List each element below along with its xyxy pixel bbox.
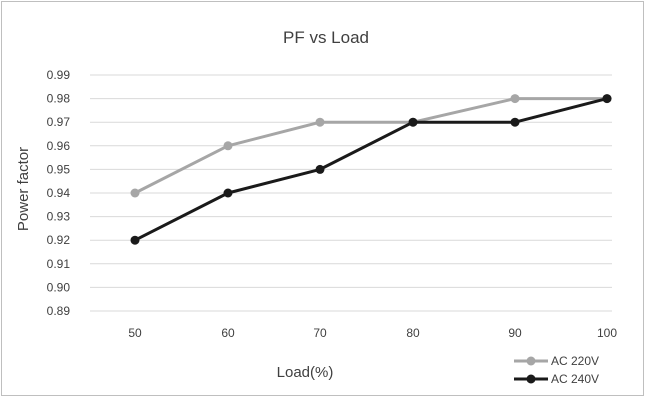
legend: AC 220V AC 240V bbox=[514, 354, 599, 386]
x-tick-label: 70 bbox=[313, 326, 327, 340]
data-point-ac-240v bbox=[130, 235, 140, 245]
x-axis-label: Load(%) bbox=[277, 364, 334, 381]
y-tick-label: 0.90 bbox=[47, 280, 71, 294]
y-tick-label: 0.99 bbox=[47, 68, 71, 82]
y-tick-label: 0.97 bbox=[47, 115, 71, 129]
y-axis-label: Power factor bbox=[15, 147, 32, 231]
y-tick-label: 0.92 bbox=[47, 233, 71, 247]
x-tick-labels: 50 60 70 80 90 100 bbox=[128, 326, 617, 340]
y-tick-labels: 0.89 0.90 0.91 0.92 0.93 0.94 0.95 0.96 0.97 0.98… bbox=[47, 68, 71, 318]
y-tick-label: 0.98 bbox=[47, 92, 71, 106]
y-tick-label: 0.94 bbox=[47, 186, 71, 200]
y-tick-label: 0.91 bbox=[47, 257, 71, 271]
legend-swatch-marker-ac-240v bbox=[526, 374, 536, 384]
legend-swatch-marker-ac-220v bbox=[526, 356, 536, 366]
data-point-ac-220v bbox=[223, 141, 233, 151]
series-layer bbox=[130, 94, 612, 245]
data-point-ac-220v bbox=[315, 117, 325, 127]
grid-layer bbox=[90, 74, 612, 312]
y-tick-label: 0.95 bbox=[47, 162, 71, 176]
chart-title: PF vs Load bbox=[283, 28, 369, 47]
legend-item-ac-240v: AC 240V bbox=[514, 372, 599, 386]
data-point-ac-240v bbox=[315, 164, 325, 174]
x-tick-label: 80 bbox=[406, 326, 420, 340]
x-tick-label: 60 bbox=[221, 326, 235, 340]
data-point-ac-240v bbox=[408, 117, 418, 127]
x-tick-label: 50 bbox=[128, 326, 142, 340]
legend-item-ac-220v: AC 220V bbox=[514, 354, 599, 368]
x-tick-label: 100 bbox=[597, 326, 617, 340]
x-tick-label: 90 bbox=[508, 326, 522, 340]
y-tick-label: 0.93 bbox=[47, 210, 71, 224]
data-point-ac-240v bbox=[602, 94, 612, 104]
data-point-ac-240v bbox=[510, 117, 520, 127]
legend-label-ac-240v: AC 240V bbox=[551, 372, 599, 386]
legend-label-ac-220v: AC 220V bbox=[551, 354, 599, 368]
series-line-ac-220v bbox=[134, 97, 607, 195]
series-line-ac-240v bbox=[134, 97, 608, 242]
y-tick-label: 0.96 bbox=[47, 139, 71, 153]
y-tick-label: 0.89 bbox=[47, 304, 71, 318]
data-point-ac-220v bbox=[510, 94, 520, 104]
data-point-ac-220v bbox=[130, 188, 140, 198]
data-point-ac-240v bbox=[223, 188, 233, 198]
